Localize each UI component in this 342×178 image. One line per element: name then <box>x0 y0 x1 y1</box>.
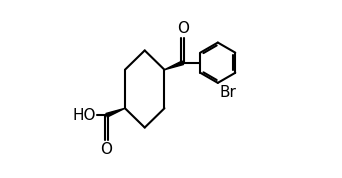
Text: O: O <box>177 20 189 36</box>
Text: Br: Br <box>219 85 236 101</box>
Text: O: O <box>101 142 113 158</box>
Polygon shape <box>165 61 184 70</box>
Polygon shape <box>106 108 125 117</box>
Text: HO: HO <box>73 108 96 123</box>
